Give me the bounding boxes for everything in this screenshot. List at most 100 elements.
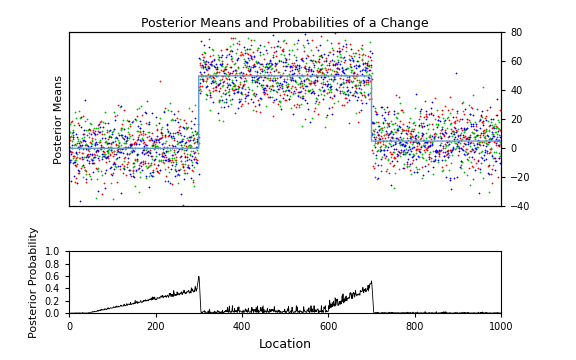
Point [326, 81, 335, 87]
Point [201, 96, 210, 102]
Point [393, 152, 403, 158]
Point [432, 148, 441, 153]
Point [276, 51, 286, 57]
Point [184, 105, 194, 111]
Point [180, 176, 189, 182]
Point [101, 154, 110, 160]
Point [487, 166, 497, 171]
Point [70, 179, 79, 184]
Point [242, 59, 251, 64]
Point [464, 165, 473, 170]
Point [274, 57, 283, 63]
Point [416, 144, 425, 149]
Point [311, 59, 320, 65]
Point [107, 130, 116, 135]
Point [336, 72, 346, 77]
Point [362, 60, 372, 66]
Point [446, 159, 455, 165]
Point [160, 157, 169, 162]
Point [314, 60, 324, 66]
Point [289, 41, 298, 46]
Point [121, 140, 130, 145]
Point [492, 158, 501, 163]
Point [377, 147, 386, 153]
Point [336, 75, 345, 81]
Point [191, 154, 200, 160]
Point [305, 119, 314, 125]
Point [399, 165, 408, 171]
Point [149, 139, 158, 144]
Point [250, 53, 259, 59]
Point [370, 138, 380, 144]
Point [456, 166, 465, 171]
Point [111, 143, 120, 148]
Point [166, 166, 175, 172]
Point [319, 88, 328, 94]
Point [305, 57, 314, 63]
Point [325, 84, 334, 90]
Point [480, 139, 489, 145]
Point [457, 116, 467, 122]
Point [393, 136, 403, 142]
Point [357, 67, 366, 73]
Point [446, 148, 456, 154]
Point [426, 111, 435, 117]
Point [484, 150, 494, 156]
Point [391, 120, 400, 126]
Point [66, 129, 75, 135]
Point [464, 150, 473, 156]
Point [369, 131, 378, 137]
Point [126, 174, 135, 179]
Point [179, 125, 188, 130]
Point [367, 147, 377, 153]
Point [309, 78, 318, 84]
Point [364, 58, 373, 64]
Point [170, 163, 179, 169]
Point [326, 84, 335, 90]
Point [440, 145, 449, 151]
Point [185, 151, 195, 157]
Point [77, 135, 86, 140]
Point [165, 147, 175, 153]
Point [355, 80, 365, 86]
Point [382, 130, 392, 136]
Point [302, 60, 311, 66]
Point [162, 126, 172, 132]
Point [145, 170, 154, 176]
Point [320, 81, 329, 87]
Point [219, 99, 229, 104]
Point [67, 149, 76, 155]
Point [343, 65, 352, 71]
Point [409, 144, 418, 149]
Point [472, 127, 481, 132]
Point [311, 73, 320, 78]
Point [270, 44, 279, 50]
Point [210, 76, 219, 81]
Point [458, 148, 467, 153]
Point [297, 80, 306, 85]
Point [261, 82, 270, 88]
Point [187, 133, 196, 139]
Point [252, 73, 261, 79]
Point [93, 188, 103, 194]
Point [236, 70, 245, 76]
Point [143, 160, 152, 166]
Point [75, 116, 85, 121]
Point [497, 141, 506, 147]
Point [439, 133, 448, 139]
Point [393, 125, 403, 131]
Point [449, 129, 458, 134]
Point [116, 126, 125, 131]
Point [257, 67, 267, 72]
Point [183, 162, 192, 168]
Point [450, 120, 460, 125]
Point [478, 132, 487, 138]
Point [454, 145, 463, 151]
Point [342, 79, 351, 85]
Point [470, 126, 479, 132]
Point [67, 130, 77, 136]
Point [209, 99, 218, 105]
Point [181, 139, 191, 145]
Point [168, 117, 177, 123]
Point [166, 159, 175, 165]
